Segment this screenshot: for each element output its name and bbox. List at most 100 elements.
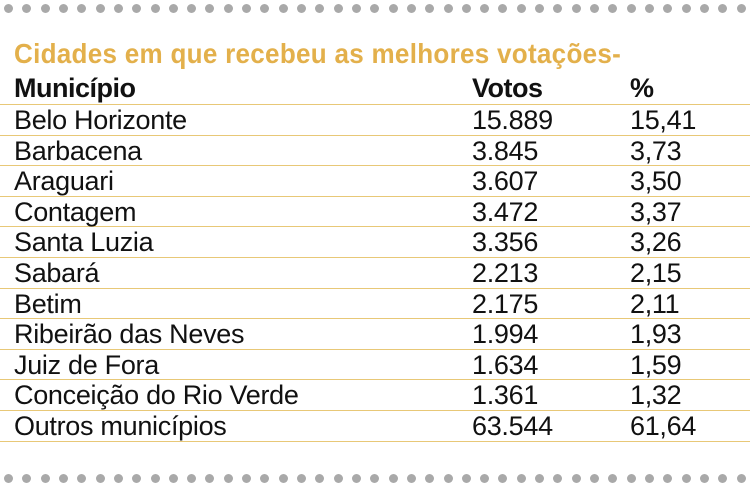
cell-votos: 2.175 [472, 288, 539, 319]
dot [425, 473, 435, 483]
dot [480, 473, 490, 483]
dot [40, 473, 50, 483]
dot [681, 473, 691, 483]
dot [205, 3, 215, 13]
table-row: Ribeirão das Neves 1.994 1,93 [0, 319, 750, 350]
dot [535, 473, 545, 483]
cell-municipio: Contagem [14, 196, 137, 227]
dot [333, 473, 343, 483]
table-row: Betim 2.175 2,11 [0, 289, 750, 320]
dot [187, 473, 197, 483]
dot [388, 473, 398, 483]
cell-votos: 15.889 [472, 105, 553, 135]
dot [77, 473, 87, 483]
dot [351, 3, 361, 13]
cell-percent: 2,11 [630, 288, 680, 319]
dot [205, 473, 215, 483]
header-votos: Votos [472, 73, 543, 103]
dot [553, 473, 563, 483]
cell-percent: 3,37 [630, 196, 682, 227]
table-row: Belo Horizonte 15.889 15,41 [0, 105, 750, 136]
cell-votos: 1.361 [472, 380, 539, 411]
dot [388, 3, 398, 13]
dot [242, 473, 252, 483]
dot [370, 473, 380, 483]
dot [461, 473, 471, 483]
dot [113, 3, 123, 13]
table-row: Conceição do Rio Verde 1.361 1,32 [0, 380, 750, 411]
dot [242, 3, 252, 13]
dot [132, 3, 142, 13]
dot [443, 473, 453, 483]
cell-municipio: Barbacena [14, 135, 142, 166]
table-row: Araguari 3.607 3,50 [0, 166, 750, 197]
cell-percent: 61,64 [630, 410, 697, 441]
dot [681, 3, 691, 13]
dot [406, 3, 416, 13]
dot [535, 3, 545, 13]
cell-municipio: Conceição do Rio Verde [14, 380, 299, 411]
cell-municipio: Outros municípios [14, 410, 227, 441]
dot [370, 3, 380, 13]
dot [590, 3, 599, 13]
dot [736, 3, 746, 13]
dot [132, 473, 142, 483]
dot [77, 3, 87, 13]
dot [58, 473, 68, 483]
dot [608, 3, 618, 13]
dot [4, 473, 13, 483]
cell-percent: 15,41 [630, 105, 697, 135]
table-body: Belo Horizonte 15.889 15,41 Barbacena 3.… [0, 105, 750, 442]
dot [40, 3, 50, 13]
table-title: Cidades em que recebeu as melhores votaç… [14, 38, 622, 69]
header-municipio: Município [14, 73, 136, 103]
cell-votos: 1.994 [472, 319, 539, 350]
dot [95, 473, 105, 483]
cell-votos: 3.607 [472, 166, 539, 197]
dot [663, 3, 673, 13]
cell-percent: 2,15 [630, 257, 682, 288]
table-row: Outros municípios 63.544 61,64 [0, 411, 750, 442]
dot [480, 3, 490, 13]
cell-municipio: Betim [14, 288, 82, 319]
dot [351, 473, 361, 483]
dot [590, 473, 599, 483]
cell-percent: 1,93 [630, 319, 682, 350]
cell-municipio: Juiz de Fora [14, 349, 159, 380]
dot [260, 473, 270, 483]
dot [168, 3, 178, 13]
dot [95, 3, 105, 13]
dot [58, 3, 68, 13]
dot [443, 3, 453, 13]
cell-municipio: Sabará [14, 257, 100, 288]
dot [498, 473, 508, 483]
table-header: Município Votos % [0, 72, 750, 105]
cell-votos: 3.356 [472, 227, 539, 258]
table-row: Barbacena 3.845 3,73 [0, 136, 750, 167]
cell-votos: 1.634 [472, 349, 539, 380]
cell-votos: 3.845 [472, 135, 539, 166]
dot [278, 3, 288, 13]
cell-municipio: Belo Horizonte [14, 105, 187, 135]
dot [333, 3, 343, 13]
dot [315, 3, 325, 13]
dot [644, 473, 654, 483]
cell-municipio: Ribeirão das Neves [14, 319, 245, 350]
table-row: Sabará 2.213 2,15 [0, 258, 750, 289]
dot [608, 473, 618, 483]
cell-votos: 63.544 [472, 410, 553, 441]
dot [406, 473, 416, 483]
cell-municipio: Santa Luzia [14, 227, 154, 258]
cell-percent: 1,59 [630, 349, 682, 380]
dot [113, 473, 123, 483]
dot [553, 3, 563, 13]
dot [498, 3, 508, 13]
dot [22, 473, 32, 483]
dot [425, 3, 435, 13]
dot [260, 3, 270, 13]
dot [461, 3, 471, 13]
dot [187, 3, 197, 13]
cell-percent: 3,26 [630, 227, 682, 258]
dot [297, 3, 306, 13]
dot [571, 473, 581, 483]
